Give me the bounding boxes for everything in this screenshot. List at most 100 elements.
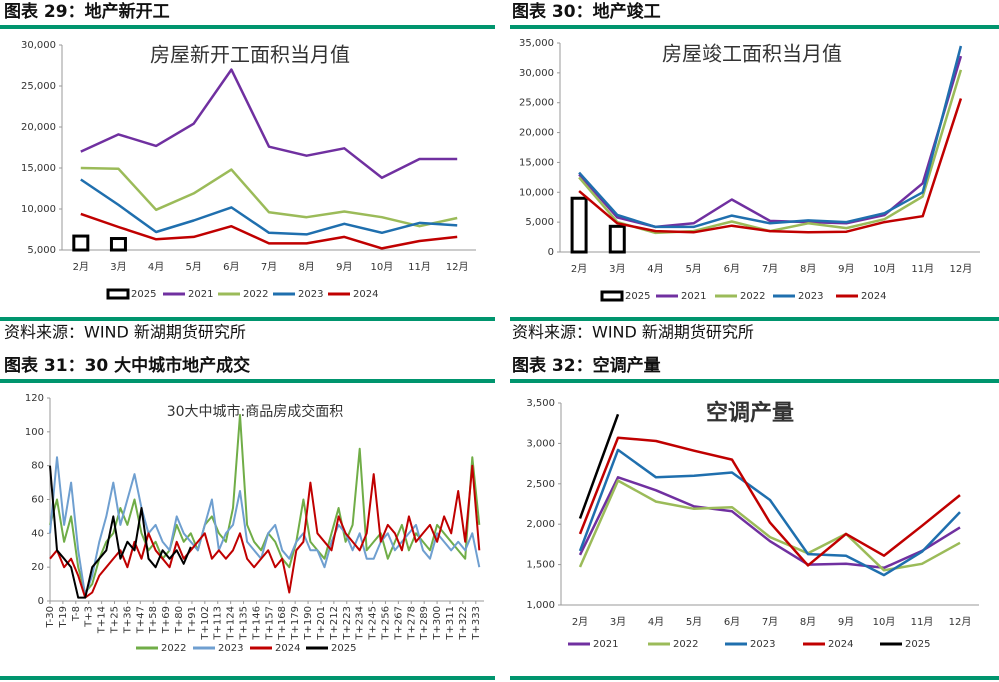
chart-title: 房屋新开工面积当月值 <box>150 43 350 67</box>
x-tick-label: T+47 <box>135 606 146 634</box>
legend-label: 2023 <box>798 291 823 302</box>
x-tick-label: T+322 <box>458 606 469 641</box>
x-tick-label: T+146 <box>251 606 262 641</box>
x-tick-label: 8月 <box>800 616 816 628</box>
x-tick-label: 6月 <box>724 263 740 275</box>
x-tick-label: T+234 <box>355 606 366 641</box>
x-tick-label: 6月 <box>724 616 740 628</box>
x-tick-label: T+300 <box>432 606 443 641</box>
rule <box>0 317 495 321</box>
x-tick-label: T+157 <box>264 606 275 641</box>
x-tick-label: T+278 <box>406 606 417 641</box>
source: 资料来源：WIND 新湖期货研究所 <box>4 323 246 342</box>
series-line <box>578 476 961 570</box>
legend-label: 2023 <box>298 289 323 300</box>
rule <box>0 676 495 680</box>
series-line <box>578 98 963 234</box>
x-tick-label: 2月 <box>572 616 588 628</box>
legend-label: 2021 <box>681 291 706 302</box>
rule <box>510 317 999 321</box>
series-line <box>578 436 961 567</box>
x-tick-label: T+223 <box>342 606 353 641</box>
x-tick-label: 5月 <box>685 263 701 275</box>
y-tick-label: 15,000 <box>519 157 554 168</box>
x-tick-label: 3月 <box>610 616 626 628</box>
x-tick-label: 12月 <box>950 263 973 275</box>
y-tick-label: 0 <box>38 596 44 607</box>
y-tick-label: 20,000 <box>519 128 554 139</box>
series-line <box>80 212 458 250</box>
bar <box>72 234 90 252</box>
x-tick-label: 3月 <box>609 263 625 275</box>
legend-label: 2024 <box>275 643 300 654</box>
x-tick-label: T+289 <box>419 606 430 641</box>
y-tick-label: 15,000 <box>21 163 56 174</box>
x-tick-label: 10月 <box>873 616 896 628</box>
series-line <box>578 55 963 229</box>
x-tick-label: T+256 <box>380 606 391 641</box>
x-tick-label: 9月 <box>838 616 854 628</box>
legend-label: 2025 <box>131 289 156 300</box>
y-tick-label: 10,000 <box>21 204 56 215</box>
y-tick-label: 1,000 <box>526 600 555 611</box>
y-tick-label: 35,000 <box>519 38 554 49</box>
heading: 图表 31：30 大中城市地产成交 <box>4 355 250 376</box>
x-tick-label: 7月 <box>261 261 277 273</box>
x-tick-label: T+124 <box>226 606 237 641</box>
x-tick-label: 11月 <box>911 616 934 628</box>
series-line <box>49 413 481 594</box>
chart-title: 房屋竣工面积当月值 <box>662 42 842 66</box>
rule <box>0 379 495 383</box>
y-tick-label: 40 <box>31 528 44 539</box>
x-tick-label: T+80 <box>174 606 185 634</box>
y-tick-label: 5,000 <box>525 217 554 228</box>
x-tick-label: 7月 <box>762 616 778 628</box>
y-tick-label: 1,500 <box>526 560 555 571</box>
x-tick-label: 9月 <box>838 263 854 275</box>
x-tick-label: 2月 <box>571 263 587 275</box>
x-tick-label: T-19 <box>58 606 69 629</box>
series-line <box>578 45 963 229</box>
x-tick-label: T+102 <box>200 606 211 641</box>
y-tick-label: 0 <box>548 247 554 258</box>
series-line <box>578 69 963 235</box>
legend-label: 2021 <box>593 639 618 650</box>
x-tick-label: 4月 <box>648 616 664 628</box>
heading: 图表 30：地产竣工 <box>512 1 661 22</box>
series-line <box>49 465 192 599</box>
x-tick-label: 3月 <box>110 261 126 273</box>
x-tick-label: T-30 <box>45 606 56 629</box>
bar <box>109 237 127 252</box>
bar <box>570 196 588 254</box>
x-tick-label: 10月 <box>873 263 896 275</box>
series-line <box>80 68 458 180</box>
series-line <box>578 413 620 519</box>
y-tick-label: 20,000 <box>21 122 56 133</box>
x-tick-label: 5月 <box>186 261 202 273</box>
x-tick-label: 8月 <box>298 261 314 273</box>
y-tick-label: 5,000 <box>27 245 56 256</box>
legend-label: 2024 <box>828 639 853 650</box>
x-tick-label: T+36 <box>122 606 133 634</box>
y-tick-label: 30,000 <box>21 40 56 51</box>
chart-title: 30大中城市:商品房成交面积 <box>167 403 344 420</box>
legend-swatch <box>106 288 130 300</box>
legend-label: 2024 <box>861 291 886 302</box>
x-tick-label: 11月 <box>408 261 431 273</box>
heading: 图表 32：空调产量 <box>512 355 661 376</box>
x-tick-label: 12月 <box>949 616 972 628</box>
x-tick-label: 9月 <box>336 261 352 273</box>
rule <box>510 25 999 29</box>
y-tick-label: 30,000 <box>519 68 554 79</box>
x-tick-label: T+135 <box>239 606 250 641</box>
rule <box>510 676 999 680</box>
x-tick-label: T+58 <box>148 606 159 634</box>
legend-label: 2023 <box>218 643 243 654</box>
x-tick-label: 7月 <box>762 263 778 275</box>
source: 资料来源：WIND 新湖期货研究所 <box>512 323 754 342</box>
series-line <box>80 166 458 228</box>
legend-label: 2022 <box>740 291 765 302</box>
legend-label: 2025 <box>625 291 650 302</box>
x-tick-label: T+69 <box>161 606 172 634</box>
series-line <box>80 178 458 236</box>
